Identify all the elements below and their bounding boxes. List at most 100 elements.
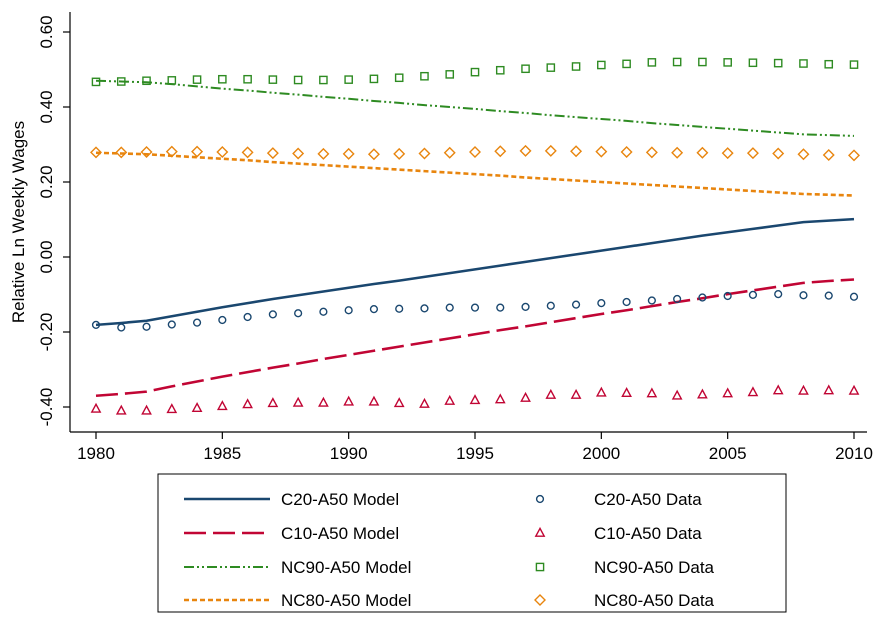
legend-key-marker xyxy=(535,494,545,504)
data-point xyxy=(367,148,380,161)
data-point xyxy=(420,304,429,313)
data-point xyxy=(620,146,633,158)
data-point xyxy=(369,305,379,314)
data-point xyxy=(140,146,153,158)
series-c20-a50-data xyxy=(91,290,859,332)
data-point xyxy=(191,145,204,158)
legend-label: C20-A50 Model xyxy=(281,490,399,509)
data-point xyxy=(142,76,151,86)
legend-key-marker xyxy=(534,594,546,606)
data-point xyxy=(748,58,758,68)
data-point xyxy=(722,387,734,398)
data-point xyxy=(773,58,783,68)
data-point xyxy=(115,146,128,159)
data-point xyxy=(546,301,555,310)
data-point xyxy=(343,395,355,406)
data-point xyxy=(747,386,759,397)
data-point xyxy=(420,71,429,81)
data-point xyxy=(166,403,178,414)
data-point xyxy=(824,59,834,69)
data-point xyxy=(469,394,481,405)
data-point xyxy=(342,147,355,160)
data-point xyxy=(597,299,606,308)
data-point xyxy=(267,397,279,408)
data-point xyxy=(319,75,328,85)
data-point xyxy=(91,77,101,87)
data-point xyxy=(595,386,607,397)
series-nc90-a50-model xyxy=(95,79,855,137)
data-point xyxy=(395,304,404,313)
data-point xyxy=(799,59,808,68)
data-point xyxy=(243,74,252,84)
x-tick-label: 1995 xyxy=(456,444,494,463)
data-point xyxy=(470,67,480,77)
legend-label: NC90-A50 Model xyxy=(281,558,411,577)
series-nc80-a50-model xyxy=(95,151,855,197)
data-point xyxy=(369,74,379,84)
data-point xyxy=(141,404,152,415)
data-point xyxy=(393,397,405,408)
data-point xyxy=(368,395,380,406)
series-nc90-a50-data xyxy=(91,57,859,87)
data-point xyxy=(647,296,656,305)
data-point xyxy=(90,146,102,159)
data-point xyxy=(544,144,557,157)
data-point xyxy=(294,309,303,318)
data-point xyxy=(822,149,835,161)
legend-label: C10-A50 Data xyxy=(594,524,702,543)
data-point xyxy=(117,323,126,332)
y-tick-label: 0.60 xyxy=(37,15,56,48)
series-line xyxy=(95,217,855,327)
data-point xyxy=(723,58,732,67)
data-point xyxy=(90,402,102,413)
data-point xyxy=(293,75,303,85)
legend-label: C10-A50 Model xyxy=(281,524,399,543)
data-point xyxy=(469,146,481,158)
x-tick-label: 1990 xyxy=(330,444,368,463)
data-point xyxy=(241,146,254,159)
data-point xyxy=(115,404,127,415)
data-point xyxy=(748,290,758,299)
data-point xyxy=(697,388,708,399)
data-point xyxy=(622,59,631,69)
legend-key-marker xyxy=(534,526,546,537)
data-point xyxy=(521,302,530,311)
data-point xyxy=(597,60,606,70)
data-point xyxy=(91,320,101,329)
y-tick-label: -0.40 xyxy=(37,388,56,427)
data-point xyxy=(774,290,783,299)
data-point xyxy=(242,398,253,409)
data-point xyxy=(495,65,505,75)
data-point xyxy=(268,75,278,84)
data-point xyxy=(671,389,683,400)
data-point xyxy=(849,60,859,69)
x-tick-label: 1980 xyxy=(77,444,115,463)
data-point xyxy=(519,144,532,157)
legend: C20-A50 Model C10-A50 Model NC90-A50 Model… xyxy=(157,473,787,613)
data-point xyxy=(798,384,809,395)
x-tick-label: 2005 xyxy=(709,444,747,463)
data-point xyxy=(292,147,305,160)
series-c10-a50-model xyxy=(95,278,855,398)
data-point xyxy=(266,147,279,160)
data-point xyxy=(520,391,531,402)
legend-label: C20-A50 Data xyxy=(594,490,702,509)
data-point xyxy=(218,315,227,325)
data-point xyxy=(672,57,682,67)
legend-key-marker xyxy=(535,562,545,572)
data-point xyxy=(521,64,530,74)
y-tick-label: 0.00 xyxy=(37,240,56,273)
data-point xyxy=(191,402,203,413)
axes-layer: 1980 1985 1990 1995 2000 2005 2010 -0.40 -0.20 0.… xyxy=(37,12,873,463)
data-point xyxy=(772,147,785,160)
data-point xyxy=(721,147,734,160)
data-point xyxy=(393,147,406,160)
data-point xyxy=(848,384,860,395)
data-point xyxy=(317,147,330,160)
data-point xyxy=(394,73,404,83)
data-point xyxy=(344,306,353,315)
data-point xyxy=(445,70,455,79)
data-point xyxy=(216,400,228,411)
x-tick-label: 2000 xyxy=(582,444,620,463)
series-line xyxy=(95,151,855,197)
